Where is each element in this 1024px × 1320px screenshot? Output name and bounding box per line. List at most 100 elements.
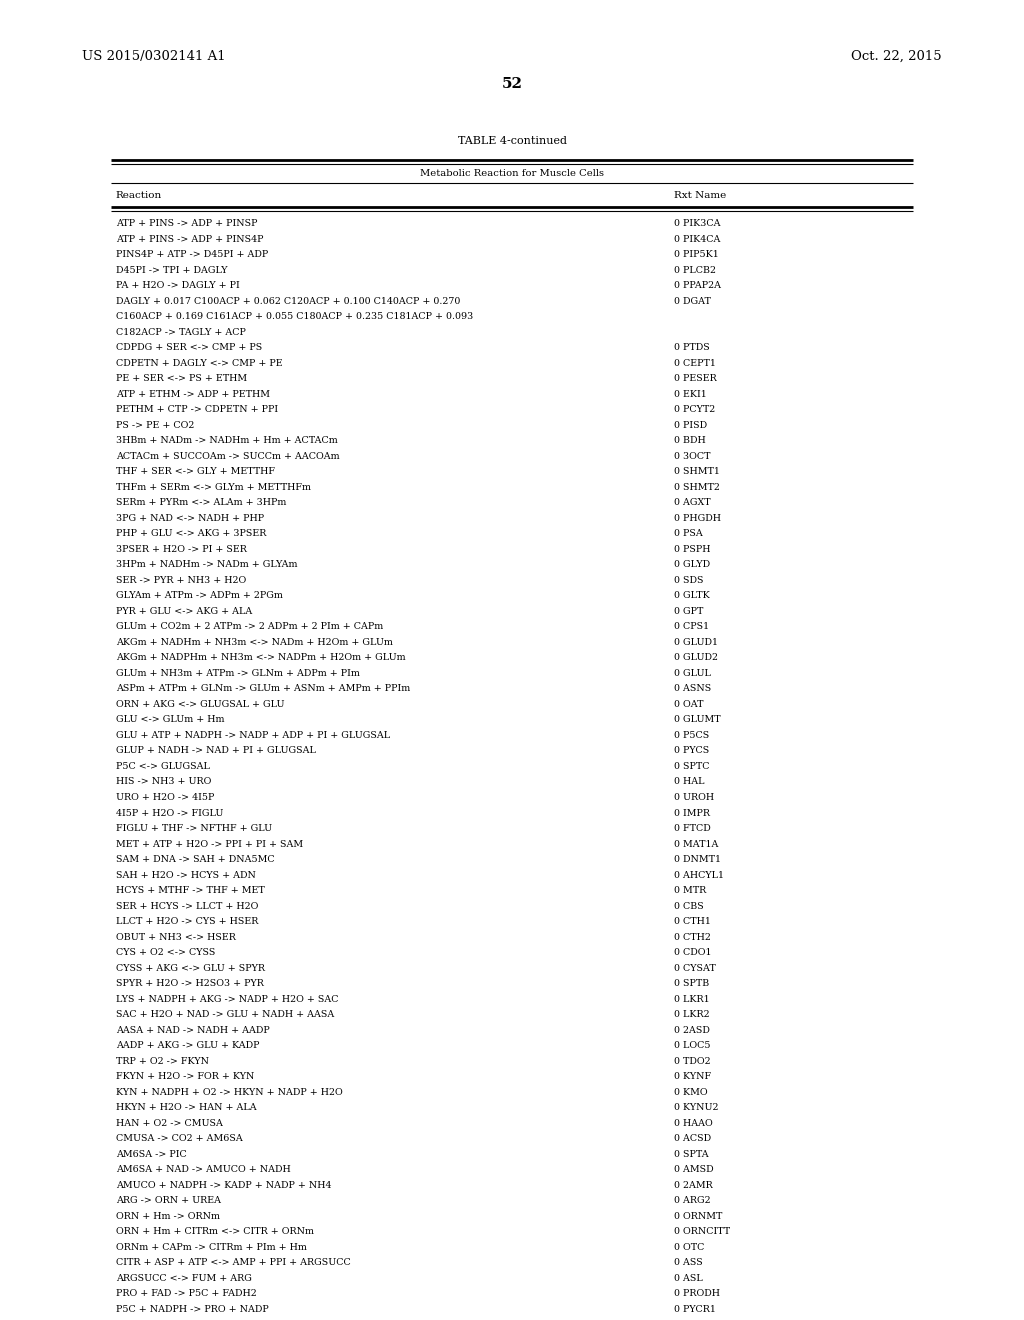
Text: 0 DNMT1: 0 DNMT1 xyxy=(674,855,721,865)
Text: GLUm + CO2m + 2 ATPm -> 2 ADPm + 2 PIm + CAPm: GLUm + CO2m + 2 ATPm -> 2 ADPm + 2 PIm +… xyxy=(116,623,383,631)
Text: ASPm + ATPm + GLNm -> GLUm + ASNm + AMPm + PPIm: ASPm + ATPm + GLNm -> GLUm + ASNm + AMPm… xyxy=(116,685,410,693)
Text: 0 GPT: 0 GPT xyxy=(674,607,703,616)
Text: SERm + PYRm <-> ALAm + 3HPm: SERm + PYRm <-> ALAm + 3HPm xyxy=(116,499,286,507)
Text: PS -> PE + CO2: PS -> PE + CO2 xyxy=(116,421,195,430)
Text: AKGm + NADPHm + NH3m <-> NADPm + H2Om + GLUm: AKGm + NADPHm + NH3m <-> NADPm + H2Om + … xyxy=(116,653,406,663)
Text: 0 PESER: 0 PESER xyxy=(674,375,717,383)
Text: 0 SPTC: 0 SPTC xyxy=(674,762,710,771)
Text: 0 PHGDH: 0 PHGDH xyxy=(674,513,721,523)
Text: 0 ASS: 0 ASS xyxy=(674,1258,702,1267)
Text: 3HBm + NADm -> NADHm + Hm + ACTACm: 3HBm + NADm -> NADHm + Hm + ACTACm xyxy=(116,436,338,445)
Text: 0 DGAT: 0 DGAT xyxy=(674,297,711,306)
Text: SER -> PYR + NH3 + H2O: SER -> PYR + NH3 + H2O xyxy=(116,576,246,585)
Text: FIGLU + THF -> NFTHF + GLU: FIGLU + THF -> NFTHF + GLU xyxy=(116,824,271,833)
Text: SAM + DNA -> SAH + DNA5MC: SAM + DNA -> SAH + DNA5MC xyxy=(116,855,274,865)
Text: GLUm + NH3m + ATPm -> GLNm + ADPm + PIm: GLUm + NH3m + ATPm -> GLNm + ADPm + PIm xyxy=(116,669,359,678)
Text: D45PI -> TPI + DAGLY: D45PI -> TPI + DAGLY xyxy=(116,265,227,275)
Text: 0 GLUL: 0 GLUL xyxy=(674,669,711,678)
Text: PE + SER <-> PS + ETHM: PE + SER <-> PS + ETHM xyxy=(116,375,247,383)
Text: 4I5P + H2O -> FIGLU: 4I5P + H2O -> FIGLU xyxy=(116,808,223,817)
Text: 0 TDO2: 0 TDO2 xyxy=(674,1056,711,1065)
Text: MET + ATP + H2O -> PPI + PI + SAM: MET + ATP + H2O -> PPI + PI + SAM xyxy=(116,840,303,849)
Text: 0 GLUMT: 0 GLUMT xyxy=(674,715,721,725)
Text: 3HPm + NADHm -> NADm + GLYAm: 3HPm + NADHm -> NADm + GLYAm xyxy=(116,561,297,569)
Text: 0 SHMT1: 0 SHMT1 xyxy=(674,467,720,477)
Text: FKYN + H2O -> FOR + KYN: FKYN + H2O -> FOR + KYN xyxy=(116,1072,254,1081)
Text: URO + H2O -> 4I5P: URO + H2O -> 4I5P xyxy=(116,793,214,803)
Text: 0 FTCD: 0 FTCD xyxy=(674,824,711,833)
Text: C160ACP + 0.169 C161ACP + 0.055 C180ACP + 0.235 C181ACP + 0.093: C160ACP + 0.169 C161ACP + 0.055 C180ACP … xyxy=(116,313,473,321)
Text: 0 MTR: 0 MTR xyxy=(674,886,706,895)
Text: ORN + Hm -> ORNm: ORN + Hm -> ORNm xyxy=(116,1212,220,1221)
Text: 0 ORNCITT: 0 ORNCITT xyxy=(674,1228,730,1237)
Text: US 2015/0302141 A1: US 2015/0302141 A1 xyxy=(82,50,225,63)
Text: 52: 52 xyxy=(502,77,522,91)
Text: ATP + PINS -> ADP + PINSP: ATP + PINS -> ADP + PINSP xyxy=(116,219,257,228)
Text: HAN + O2 -> CMUSA: HAN + O2 -> CMUSA xyxy=(116,1119,222,1127)
Text: 0 2ASD: 0 2ASD xyxy=(674,1026,710,1035)
Text: 0 CPS1: 0 CPS1 xyxy=(674,623,709,631)
Text: LYS + NADPH + AKG -> NADP + H2O + SAC: LYS + NADPH + AKG -> NADP + H2O + SAC xyxy=(116,995,338,1003)
Text: 0 KYNF: 0 KYNF xyxy=(674,1072,711,1081)
Text: 0 AGXT: 0 AGXT xyxy=(674,499,711,507)
Text: Rxt Name: Rxt Name xyxy=(674,191,726,201)
Text: P5C + NADPH -> PRO + NADP: P5C + NADPH -> PRO + NADP xyxy=(116,1304,268,1313)
Text: 0 HAAO: 0 HAAO xyxy=(674,1119,713,1127)
Text: 0 GLUD2: 0 GLUD2 xyxy=(674,653,718,663)
Text: 0 LOC5: 0 LOC5 xyxy=(674,1041,711,1051)
Text: 0 KYNU2: 0 KYNU2 xyxy=(674,1104,718,1113)
Text: P5C <-> GLUGSAL: P5C <-> GLUGSAL xyxy=(116,762,210,771)
Text: 0 PIK3CA: 0 PIK3CA xyxy=(674,219,720,228)
Text: PHP + GLU <-> AKG + 3PSER: PHP + GLU <-> AKG + 3PSER xyxy=(116,529,266,539)
Text: 0 CTH2: 0 CTH2 xyxy=(674,932,711,941)
Text: 0 EKI1: 0 EKI1 xyxy=(674,389,707,399)
Text: SAH + H2O -> HCYS + ADN: SAH + H2O -> HCYS + ADN xyxy=(116,871,256,879)
Text: TRP + O2 -> FKYN: TRP + O2 -> FKYN xyxy=(116,1056,209,1065)
Text: ATP + ETHM -> ADP + PETHM: ATP + ETHM -> ADP + PETHM xyxy=(116,389,269,399)
Text: 0 BDH: 0 BDH xyxy=(674,436,706,445)
Text: PETHM + CTP -> CDPETN + PPI: PETHM + CTP -> CDPETN + PPI xyxy=(116,405,278,414)
Text: 0 IMPR: 0 IMPR xyxy=(674,808,710,817)
Text: THFm + SERm <-> GLYm + METTHFm: THFm + SERm <-> GLYm + METTHFm xyxy=(116,483,310,492)
Text: HCYS + MTHF -> THF + MET: HCYS + MTHF -> THF + MET xyxy=(116,886,264,895)
Text: AADP + AKG -> GLU + KADP: AADP + AKG -> GLU + KADP xyxy=(116,1041,259,1051)
Text: ARGSUCC <-> FUM + ARG: ARGSUCC <-> FUM + ARG xyxy=(116,1274,252,1283)
Text: 0 PSPH: 0 PSPH xyxy=(674,545,711,554)
Text: 0 PISD: 0 PISD xyxy=(674,421,707,430)
Text: 0 HAL: 0 HAL xyxy=(674,777,705,787)
Text: 0 AHCYL1: 0 AHCYL1 xyxy=(674,871,724,879)
Text: ACTACm + SUCCOAm -> SUCCm + AACOAm: ACTACm + SUCCOAm -> SUCCm + AACOAm xyxy=(116,451,339,461)
Text: 0 ARG2: 0 ARG2 xyxy=(674,1196,711,1205)
Text: PA + H2O -> DAGLY + PI: PA + H2O -> DAGLY + PI xyxy=(116,281,240,290)
Text: 0 2AMR: 0 2AMR xyxy=(674,1181,713,1189)
Text: C182ACP -> TAGLY + ACP: C182ACP -> TAGLY + ACP xyxy=(116,327,246,337)
Text: 0 3OCT: 0 3OCT xyxy=(674,451,711,461)
Text: AM6SA + NAD -> AMUCO + NADH: AM6SA + NAD -> AMUCO + NADH xyxy=(116,1166,291,1175)
Text: CDPDG + SER <-> CMP + PS: CDPDG + SER <-> CMP + PS xyxy=(116,343,262,352)
Text: 3PG + NAD <-> NADH + PHP: 3PG + NAD <-> NADH + PHP xyxy=(116,513,264,523)
Text: 0 PIK4CA: 0 PIK4CA xyxy=(674,235,720,244)
Text: SER + HCYS -> LLCT + H2O: SER + HCYS -> LLCT + H2O xyxy=(116,902,258,911)
Text: 0 PSA: 0 PSA xyxy=(674,529,702,539)
Text: OBUT + NH3 <-> HSER: OBUT + NH3 <-> HSER xyxy=(116,932,236,941)
Text: CYSS + AKG <-> GLU + SPYR: CYSS + AKG <-> GLU + SPYR xyxy=(116,964,265,973)
Text: Metabolic Reaction for Muscle Cells: Metabolic Reaction for Muscle Cells xyxy=(420,169,604,178)
Text: 0 LKR2: 0 LKR2 xyxy=(674,1010,710,1019)
Text: 0 PPAP2A: 0 PPAP2A xyxy=(674,281,721,290)
Text: 0 SHMT2: 0 SHMT2 xyxy=(674,483,720,492)
Text: SAC + H2O + NAD -> GLU + NADH + AASA: SAC + H2O + NAD -> GLU + NADH + AASA xyxy=(116,1010,334,1019)
Text: CITR + ASP + ATP <-> AMP + PPI + ARGSUCC: CITR + ASP + ATP <-> AMP + PPI + ARGSUCC xyxy=(116,1258,350,1267)
Text: LLCT + H2O -> CYS + HSER: LLCT + H2O -> CYS + HSER xyxy=(116,917,258,927)
Text: CYS + O2 <-> CYSS: CYS + O2 <-> CYSS xyxy=(116,948,215,957)
Text: 0 CBS: 0 CBS xyxy=(674,902,703,911)
Text: 0 PIP5K1: 0 PIP5K1 xyxy=(674,251,719,259)
Text: DAGLY + 0.017 C100ACP + 0.062 C120ACP + 0.100 C140ACP + 0.270: DAGLY + 0.017 C100ACP + 0.062 C120ACP + … xyxy=(116,297,460,306)
Text: AASA + NAD -> NADH + AADP: AASA + NAD -> NADH + AADP xyxy=(116,1026,269,1035)
Text: 0 MAT1A: 0 MAT1A xyxy=(674,840,718,849)
Text: ARG -> ORN + UREA: ARG -> ORN + UREA xyxy=(116,1196,221,1205)
Text: GLUP + NADH -> NAD + PI + GLUGSAL: GLUP + NADH -> NAD + PI + GLUGSAL xyxy=(116,747,315,755)
Text: 0 ASNS: 0 ASNS xyxy=(674,685,711,693)
Text: 0 UROH: 0 UROH xyxy=(674,793,714,803)
Text: AKGm + NADHm + NH3m <-> NADm + H2Om + GLUm: AKGm + NADHm + NH3m <-> NADm + H2Om + GL… xyxy=(116,638,392,647)
Text: PINS4P + ATP -> D45PI + ADP: PINS4P + ATP -> D45PI + ADP xyxy=(116,251,268,259)
